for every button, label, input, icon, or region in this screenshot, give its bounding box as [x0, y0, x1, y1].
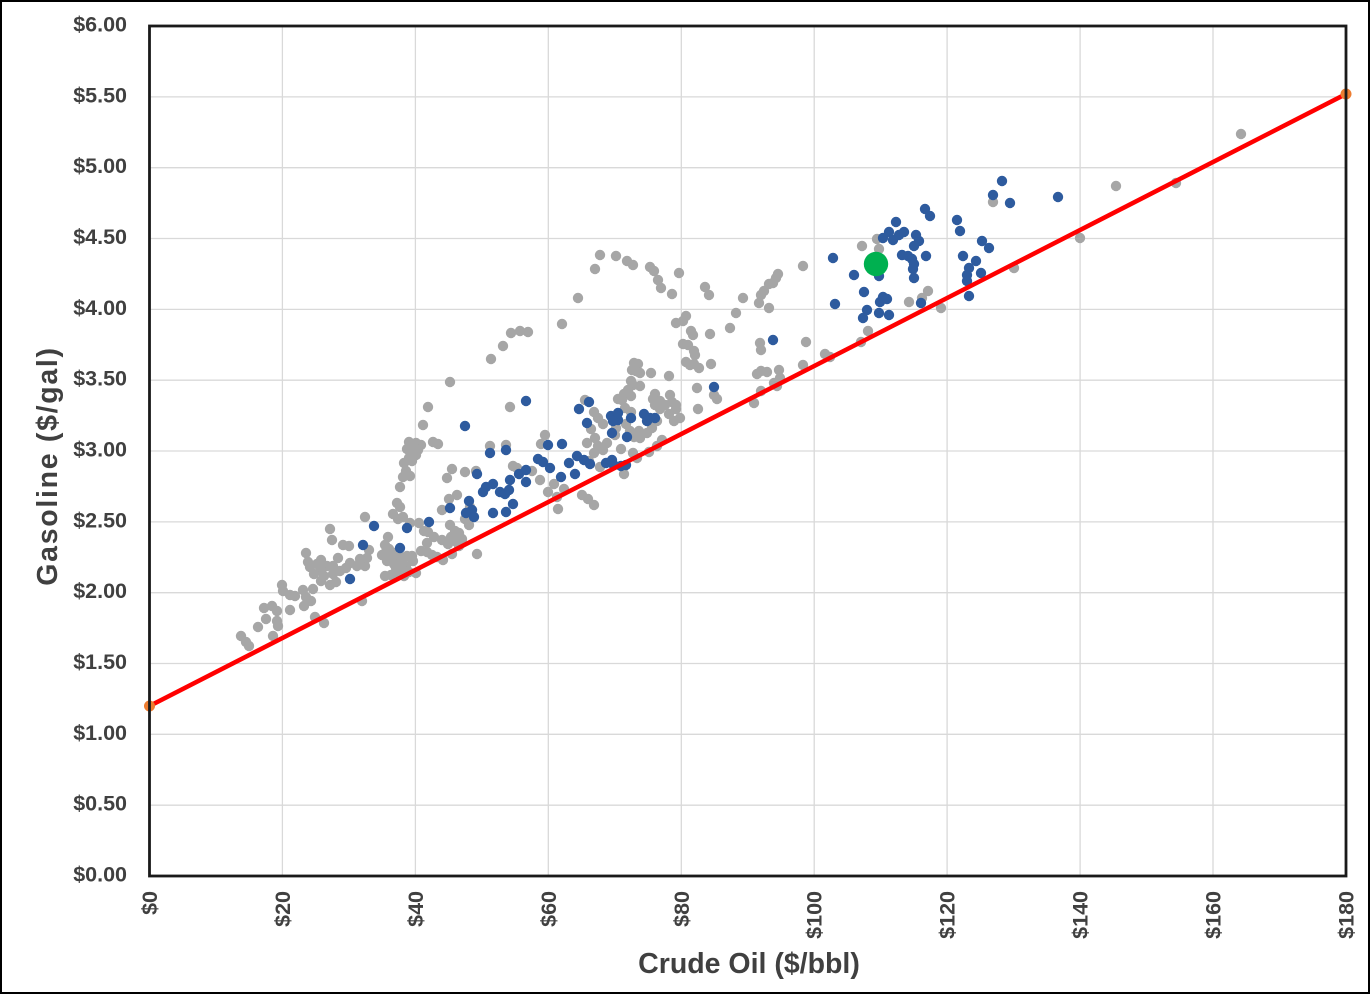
svg-text:$100: $100	[803, 891, 827, 939]
svg-text:Crude Oil ($/bbl): Crude Oil ($/bbl)	[638, 948, 860, 980]
svg-text:$2.50: $2.50	[73, 508, 127, 532]
svg-text:$5.00: $5.00	[73, 154, 127, 178]
svg-text:$140: $140	[1069, 891, 1093, 939]
svg-text:$5.50: $5.50	[73, 83, 127, 107]
svg-text:$80: $80	[670, 891, 694, 927]
svg-text:$1.00: $1.00	[73, 721, 127, 745]
svg-text:$6.00: $6.00	[73, 13, 127, 37]
svg-text:$3.00: $3.00	[73, 438, 127, 462]
svg-text:$160: $160	[1202, 891, 1226, 939]
svg-text:$2.00: $2.00	[73, 579, 127, 603]
svg-text:Gasoline ($/gal): Gasoline ($/gal)	[32, 346, 64, 585]
svg-text:$3.50: $3.50	[73, 367, 127, 391]
svg-text:$120: $120	[936, 891, 960, 939]
svg-text:$40: $40	[404, 891, 428, 927]
svg-text:$180: $180	[1335, 891, 1359, 939]
svg-text:$20: $20	[271, 891, 295, 927]
svg-text:$4.50: $4.50	[73, 225, 127, 249]
svg-text:$0.00: $0.00	[73, 863, 127, 887]
svg-text:$0.50: $0.50	[73, 792, 127, 816]
svg-text:$60: $60	[537, 891, 561, 927]
svg-text:$0: $0	[138, 891, 162, 915]
svg-text:$4.00: $4.00	[73, 296, 127, 320]
svg-text:$1.50: $1.50	[73, 650, 127, 674]
